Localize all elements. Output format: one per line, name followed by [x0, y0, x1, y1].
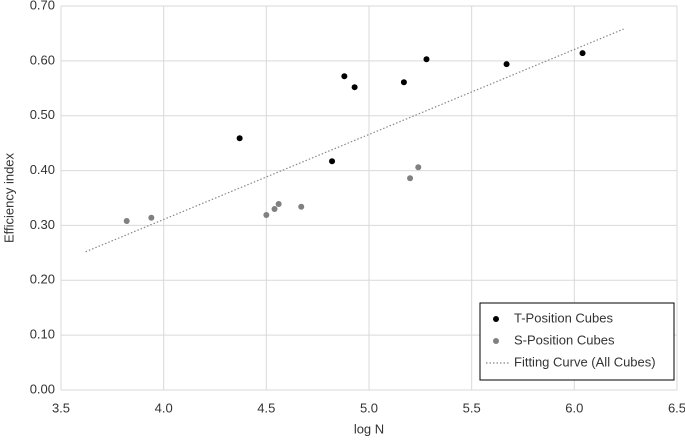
- x-tick-label: 4.5: [257, 400, 275, 415]
- point: [400, 79, 407, 86]
- point: [298, 203, 305, 210]
- x-tick-label: 6.5: [668, 400, 685, 415]
- point: [275, 201, 282, 208]
- y-axis-label: Efficiency index: [1, 152, 16, 243]
- legend-label: S-Position Cubes: [514, 332, 615, 347]
- legend-label: Fitting Curve (All Cubes): [514, 354, 656, 369]
- y-tick-label: 0.10: [30, 327, 55, 342]
- y-tick-label: 0.00: [30, 381, 55, 396]
- point: [415, 164, 422, 171]
- point: [148, 214, 155, 221]
- point: [236, 135, 243, 142]
- point: [123, 218, 130, 225]
- fit-line: [85, 28, 624, 253]
- x-tick-label: 6.0: [565, 400, 583, 415]
- legend-symbol: [493, 338, 499, 344]
- x-tick-label: 5.5: [463, 400, 481, 415]
- y-tick-label: 0.20: [30, 272, 55, 287]
- point: [579, 50, 586, 57]
- point: [329, 158, 336, 165]
- legend: T-Position Cubes S-Position Cubes Fitting …: [479, 302, 675, 381]
- point: [503, 61, 510, 68]
- y-tick-label: 0.40: [30, 162, 55, 177]
- point: [271, 205, 278, 212]
- point: [407, 175, 414, 182]
- x-tick-label: 5.0: [360, 400, 378, 415]
- x-tick-label: 3.5: [52, 400, 70, 415]
- point: [341, 73, 348, 80]
- y-tick-label: 0.60: [30, 52, 55, 67]
- legend-label: T-Position Cubes: [514, 310, 613, 325]
- y-tick-label: 0.70: [30, 0, 55, 12]
- x-tick-label: 4.0: [155, 400, 173, 415]
- y-tick-label: 0.50: [30, 107, 55, 122]
- x-axis-label: log N: [354, 421, 384, 436]
- y-tick-label: 0.30: [30, 217, 55, 232]
- point: [263, 212, 270, 219]
- point: [423, 56, 430, 63]
- legend-symbol: [493, 316, 499, 322]
- legend-box: [479, 302, 675, 381]
- point: [351, 84, 358, 91]
